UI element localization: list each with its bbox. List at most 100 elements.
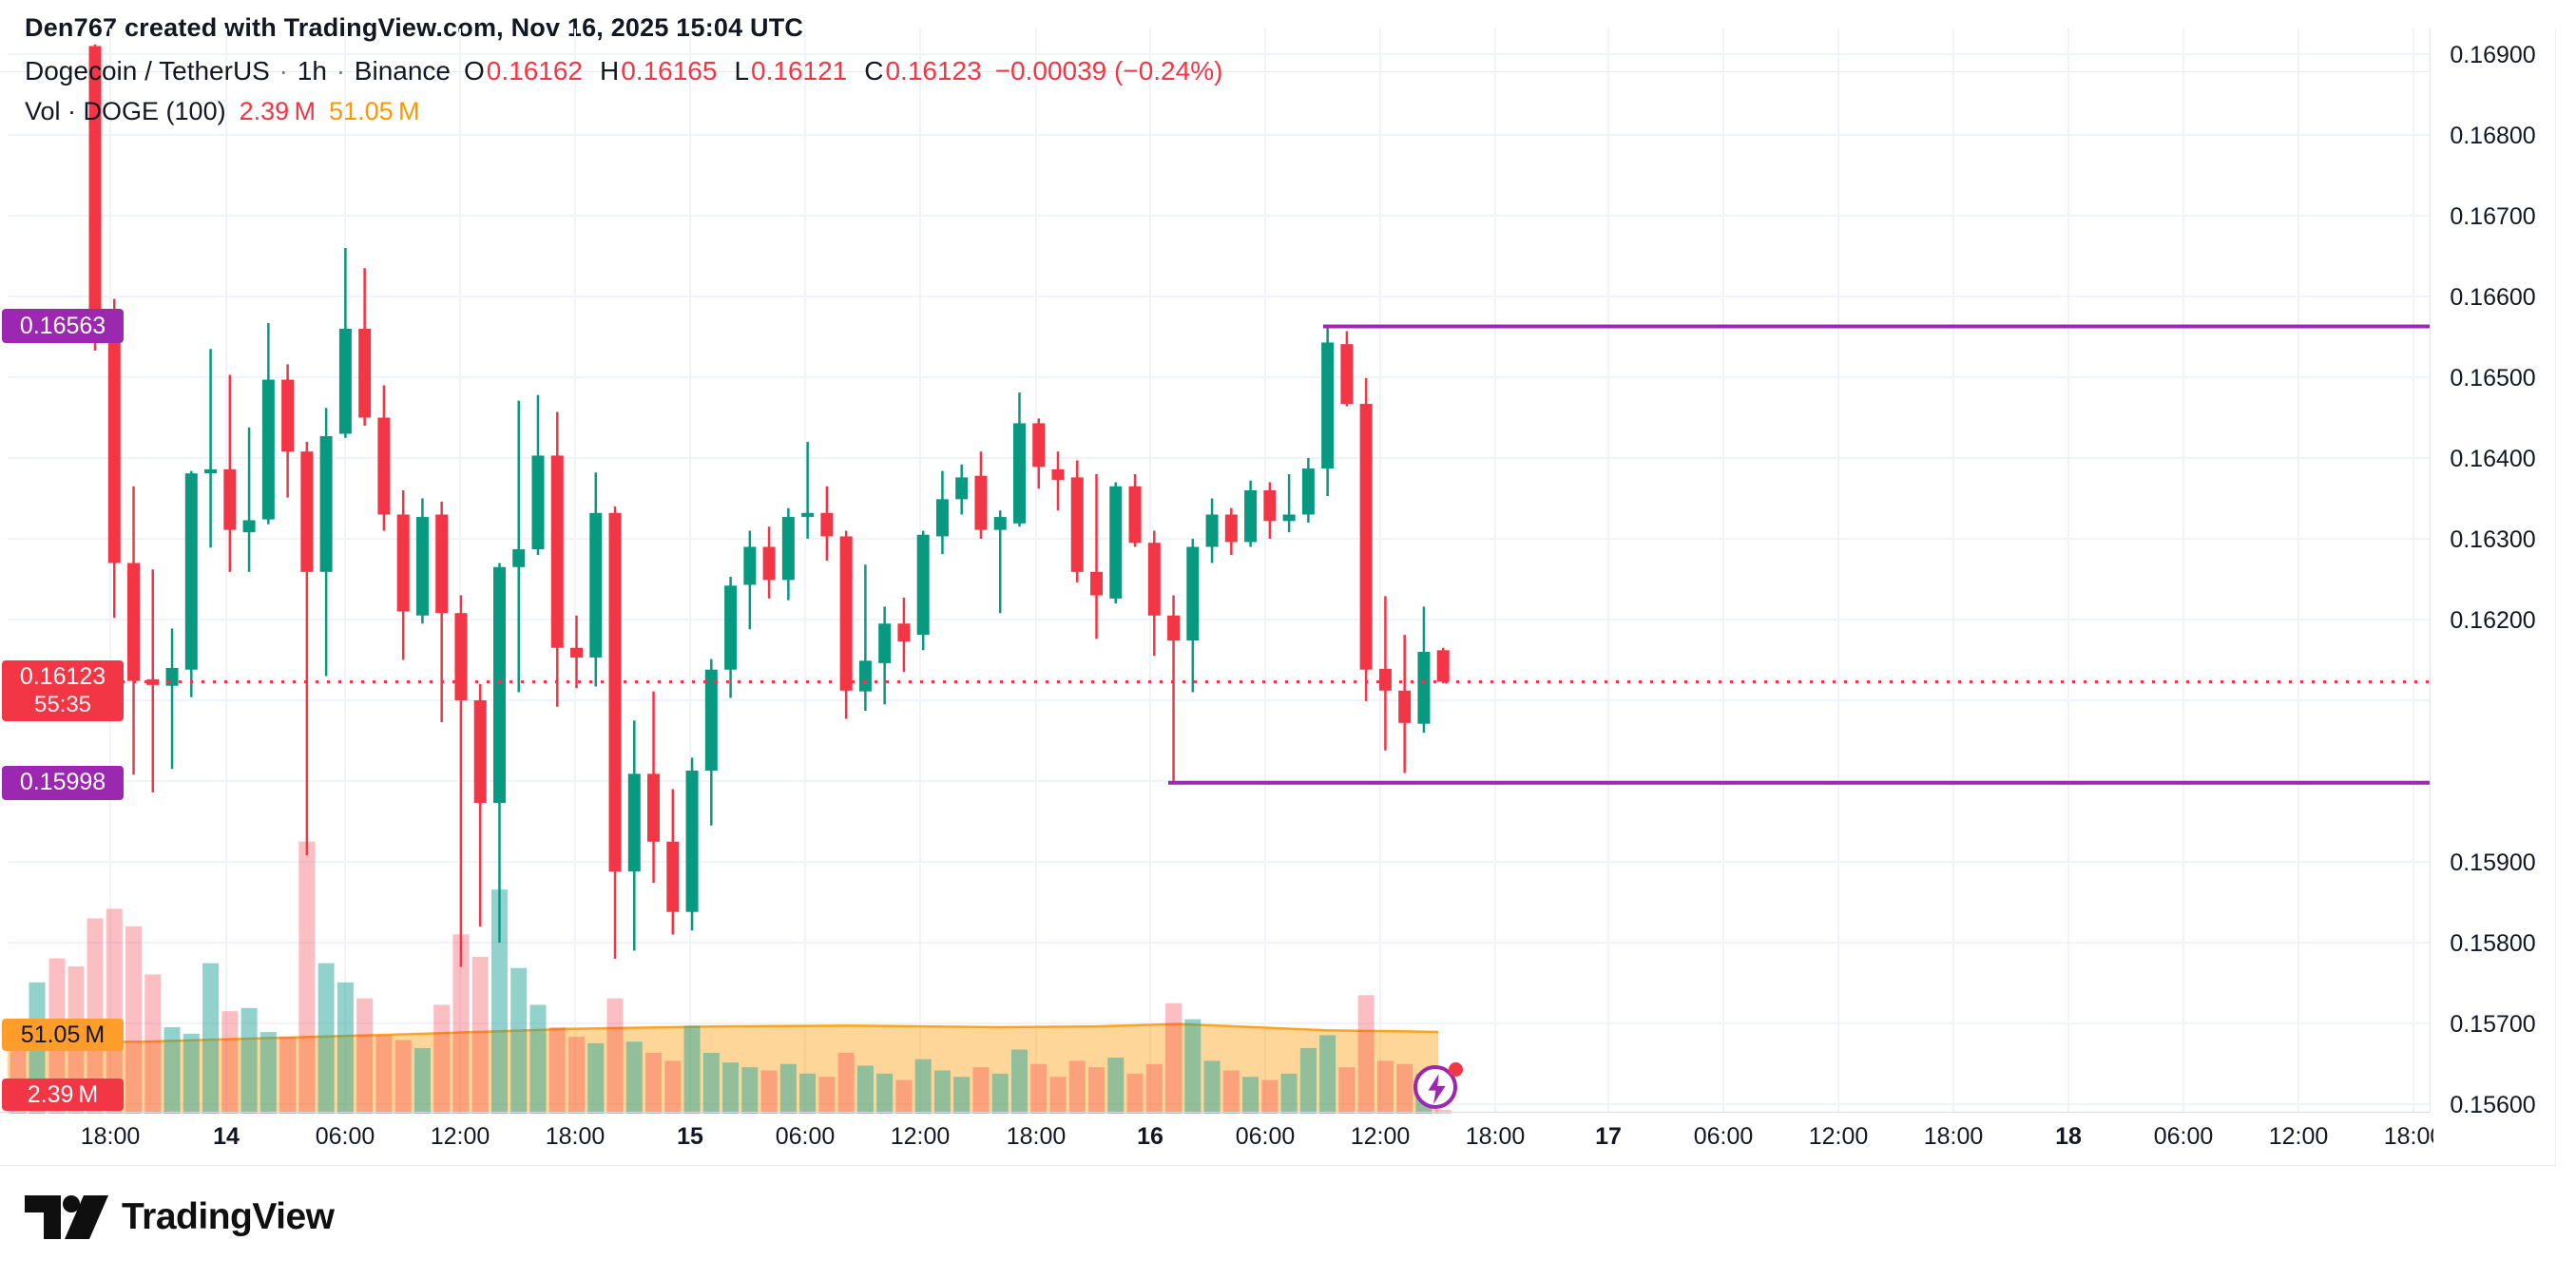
volume-current-value: 2.39 M xyxy=(239,97,317,125)
volume-bar xyxy=(183,1033,200,1114)
candle-body xyxy=(1205,514,1219,547)
candle-body xyxy=(127,563,141,681)
legend-symbol-row: Dogecoin / TetherUS · 1h · Binance O 0.16… xyxy=(25,55,1222,87)
volume-bar xyxy=(1068,1060,1086,1114)
time-axis[interactable]: 18:00 14 06:00 12:00 18:00 15 06:00 12:00 18:00 1… xyxy=(0,1117,2433,1161)
volume-bar xyxy=(664,1060,682,1114)
candle-body xyxy=(1032,423,1046,468)
flash-boost-button[interactable] xyxy=(1413,1062,1463,1109)
volume-bar xyxy=(837,1052,855,1114)
volume-bar xyxy=(1107,1058,1125,1114)
volume-bar xyxy=(1049,1077,1067,1114)
ohlc-pair: O 0.16162 xyxy=(463,56,583,86)
candle-body xyxy=(993,517,1007,530)
time-axis-label: 06:00 xyxy=(1693,1123,1754,1150)
volume-indicator-label[interactable]: Vol · DOGE (100) xyxy=(25,97,226,125)
candle-body xyxy=(1398,690,1412,723)
time-axis-label: 18:00 xyxy=(1923,1123,1984,1150)
volume-bar xyxy=(625,1041,643,1114)
volume-ma-line xyxy=(7,1022,1439,1045)
candle-body xyxy=(820,512,834,537)
price-axis[interactable]: 0.16900 0.16800 0.16700 0.16600 0.16500 0.164… xyxy=(2430,29,2556,1118)
attribution-text: Den767 created with TradingView.com, Nov… xyxy=(25,13,804,42)
candle-body xyxy=(261,379,275,520)
volume-bar xyxy=(163,1027,181,1114)
candle-body xyxy=(338,329,352,434)
volume-bar xyxy=(356,998,374,1114)
candle-body xyxy=(223,468,237,530)
candle-body xyxy=(550,455,564,648)
candle-body xyxy=(897,623,911,641)
volume-bar xyxy=(433,1004,451,1114)
time-axis-separator xyxy=(0,1112,2430,1113)
volume-bar xyxy=(87,918,104,1114)
candle-body xyxy=(762,546,776,581)
time-axis-day-label: 16 xyxy=(1137,1123,1163,1150)
candle-body xyxy=(1109,486,1123,599)
candle-body xyxy=(1070,477,1084,572)
candle-body xyxy=(608,512,622,872)
candle-body xyxy=(1186,546,1200,641)
time-axis-day-label: 17 xyxy=(1595,1123,1622,1150)
volume-bar xyxy=(799,1073,817,1114)
volume-bar xyxy=(336,982,354,1114)
price-axis-label: 0.15800 xyxy=(2450,930,2536,957)
volume-bar xyxy=(529,1004,547,1114)
time-axis-label: 12:00 xyxy=(890,1123,951,1150)
volume-bar xyxy=(1242,1077,1259,1114)
candle-body xyxy=(1090,571,1104,596)
time-axis-label: 06:00 xyxy=(775,1123,836,1150)
price-axis-label: 0.16600 xyxy=(2450,284,2536,311)
volume-ma-value: 51.05 M xyxy=(329,97,420,125)
volume-current-badge: 2.39 M xyxy=(2,1079,124,1111)
price-chart-canvas[interactable] xyxy=(0,0,2576,1169)
time-axis-label: 18:00 xyxy=(2383,1123,2433,1150)
candle-body xyxy=(204,468,218,474)
time-axis-day-label: 15 xyxy=(677,1123,703,1150)
candle-body xyxy=(1340,344,1354,405)
volume-bar xyxy=(1299,1047,1317,1114)
volume-bar xyxy=(1010,1049,1028,1114)
bar-countdown: 55:35 xyxy=(33,692,92,718)
price-axis-label: 0.16500 xyxy=(2450,365,2536,391)
volume-bar xyxy=(510,967,528,1114)
volume-bar xyxy=(490,889,508,1114)
volume-bar xyxy=(1319,1035,1336,1114)
volume-bar xyxy=(394,1040,412,1114)
volume-ma-badge: 51.05 M xyxy=(2,1019,124,1051)
time-axis-label: 18:00 xyxy=(545,1123,606,1150)
exchange-label: Binance xyxy=(354,56,451,86)
volume-bar xyxy=(221,1011,239,1114)
price-axis-label: 0.15900 xyxy=(2450,849,2536,876)
change-value: −0.00039 (−0.24%) xyxy=(994,56,1223,86)
candle-body xyxy=(916,534,930,636)
volume-bar xyxy=(106,908,123,1114)
volume-bar xyxy=(1434,1109,1451,1114)
candle-body xyxy=(666,841,680,912)
volume-bar xyxy=(279,1037,297,1114)
candle-body xyxy=(377,417,391,515)
candle-body xyxy=(1301,468,1315,515)
candle-body xyxy=(146,678,160,685)
candle-body xyxy=(1417,652,1431,724)
ohlc-pair: H 0.16165 xyxy=(599,56,718,86)
volume-bar xyxy=(1222,1070,1240,1114)
time-axis-day-label: 18 xyxy=(2055,1123,2082,1150)
volume-bar xyxy=(818,1077,836,1114)
volume-bar xyxy=(779,1063,797,1114)
volume-bar xyxy=(260,1032,277,1114)
tradingview-mark-icon xyxy=(25,1195,108,1239)
volume-bar xyxy=(1203,1060,1221,1114)
pane-top-border xyxy=(0,71,2430,72)
volume-bar xyxy=(587,1042,605,1114)
volume-bar xyxy=(125,926,143,1114)
separator-dot: · xyxy=(336,56,346,86)
volume-bar xyxy=(1261,1079,1278,1114)
tradingview-logo[interactable]: TradingView xyxy=(25,1195,335,1239)
candle-body xyxy=(88,46,102,318)
symbol-title[interactable]: Dogecoin / TetherUS · 1h · Binance xyxy=(25,56,451,86)
volume-bar xyxy=(1396,1063,1413,1114)
interval-label[interactable]: 1h xyxy=(297,56,327,86)
volume-bar xyxy=(760,1070,778,1114)
volume-bar xyxy=(568,1037,585,1114)
